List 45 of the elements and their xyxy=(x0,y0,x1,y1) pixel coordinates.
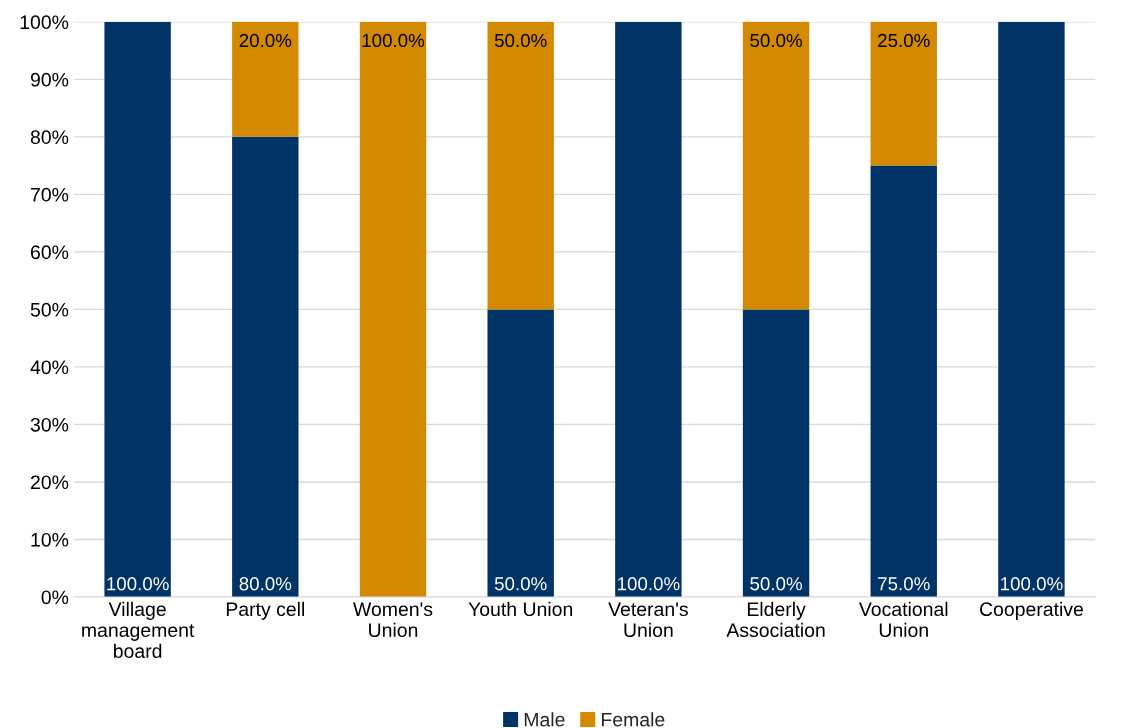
y-tick-label: 70% xyxy=(30,187,69,202)
bar xyxy=(742,309,810,597)
x-tick-label: Veteran's Union xyxy=(608,602,688,638)
y-tick-label: 50% xyxy=(30,302,69,317)
bar xyxy=(870,21,937,166)
bar xyxy=(615,21,682,597)
data-label: 100.0% xyxy=(618,577,680,591)
y-tick-label: 90% xyxy=(30,72,69,87)
data-label: 50.0% xyxy=(750,33,802,48)
bar xyxy=(359,21,427,597)
data-label: 75.0% xyxy=(878,577,930,591)
bar xyxy=(232,21,299,137)
data-label: 50.0% xyxy=(494,33,547,48)
y-tick-label: 100% xyxy=(20,15,69,30)
data-label: 100.0% xyxy=(107,577,169,591)
x-tick-label: Women's Union xyxy=(353,602,433,638)
x-tick-label: Vocational Union xyxy=(858,601,948,638)
x-tick-label: Party cell xyxy=(226,601,304,620)
bar xyxy=(487,21,554,310)
bar xyxy=(104,21,171,597)
bar xyxy=(742,21,810,310)
data-label: 100.0% xyxy=(1001,577,1063,591)
x-tick-label: Village management board xyxy=(82,601,195,658)
bar xyxy=(232,136,299,597)
bar xyxy=(870,165,937,597)
y-tick-label: 20% xyxy=(30,475,69,490)
y-tick-label: 60% xyxy=(30,245,69,260)
y-tick-label: 40% xyxy=(30,360,69,375)
data-label: 50.0% xyxy=(494,577,547,591)
y-tick-label: 10% xyxy=(31,532,69,547)
y-tick-label: 30% xyxy=(30,417,69,432)
data-label: 20.0% xyxy=(239,33,292,48)
legend-label: Male xyxy=(524,712,565,727)
data-label: 100.0% xyxy=(362,33,425,48)
data-label: 80.0% xyxy=(239,577,292,591)
bar xyxy=(487,309,554,597)
y-tick-label: 80% xyxy=(30,130,69,145)
x-tick-label: Youth Union xyxy=(468,601,573,617)
bar xyxy=(998,21,1065,597)
legend-label: Female xyxy=(602,712,665,727)
x-tick-label: Cooperative xyxy=(980,601,1083,620)
data-label: 25.0% xyxy=(878,33,930,48)
x-tick-label: Elderly Association xyxy=(726,601,825,638)
y-tick-label: 0% xyxy=(41,590,69,605)
data-label: 50.0% xyxy=(750,577,802,591)
